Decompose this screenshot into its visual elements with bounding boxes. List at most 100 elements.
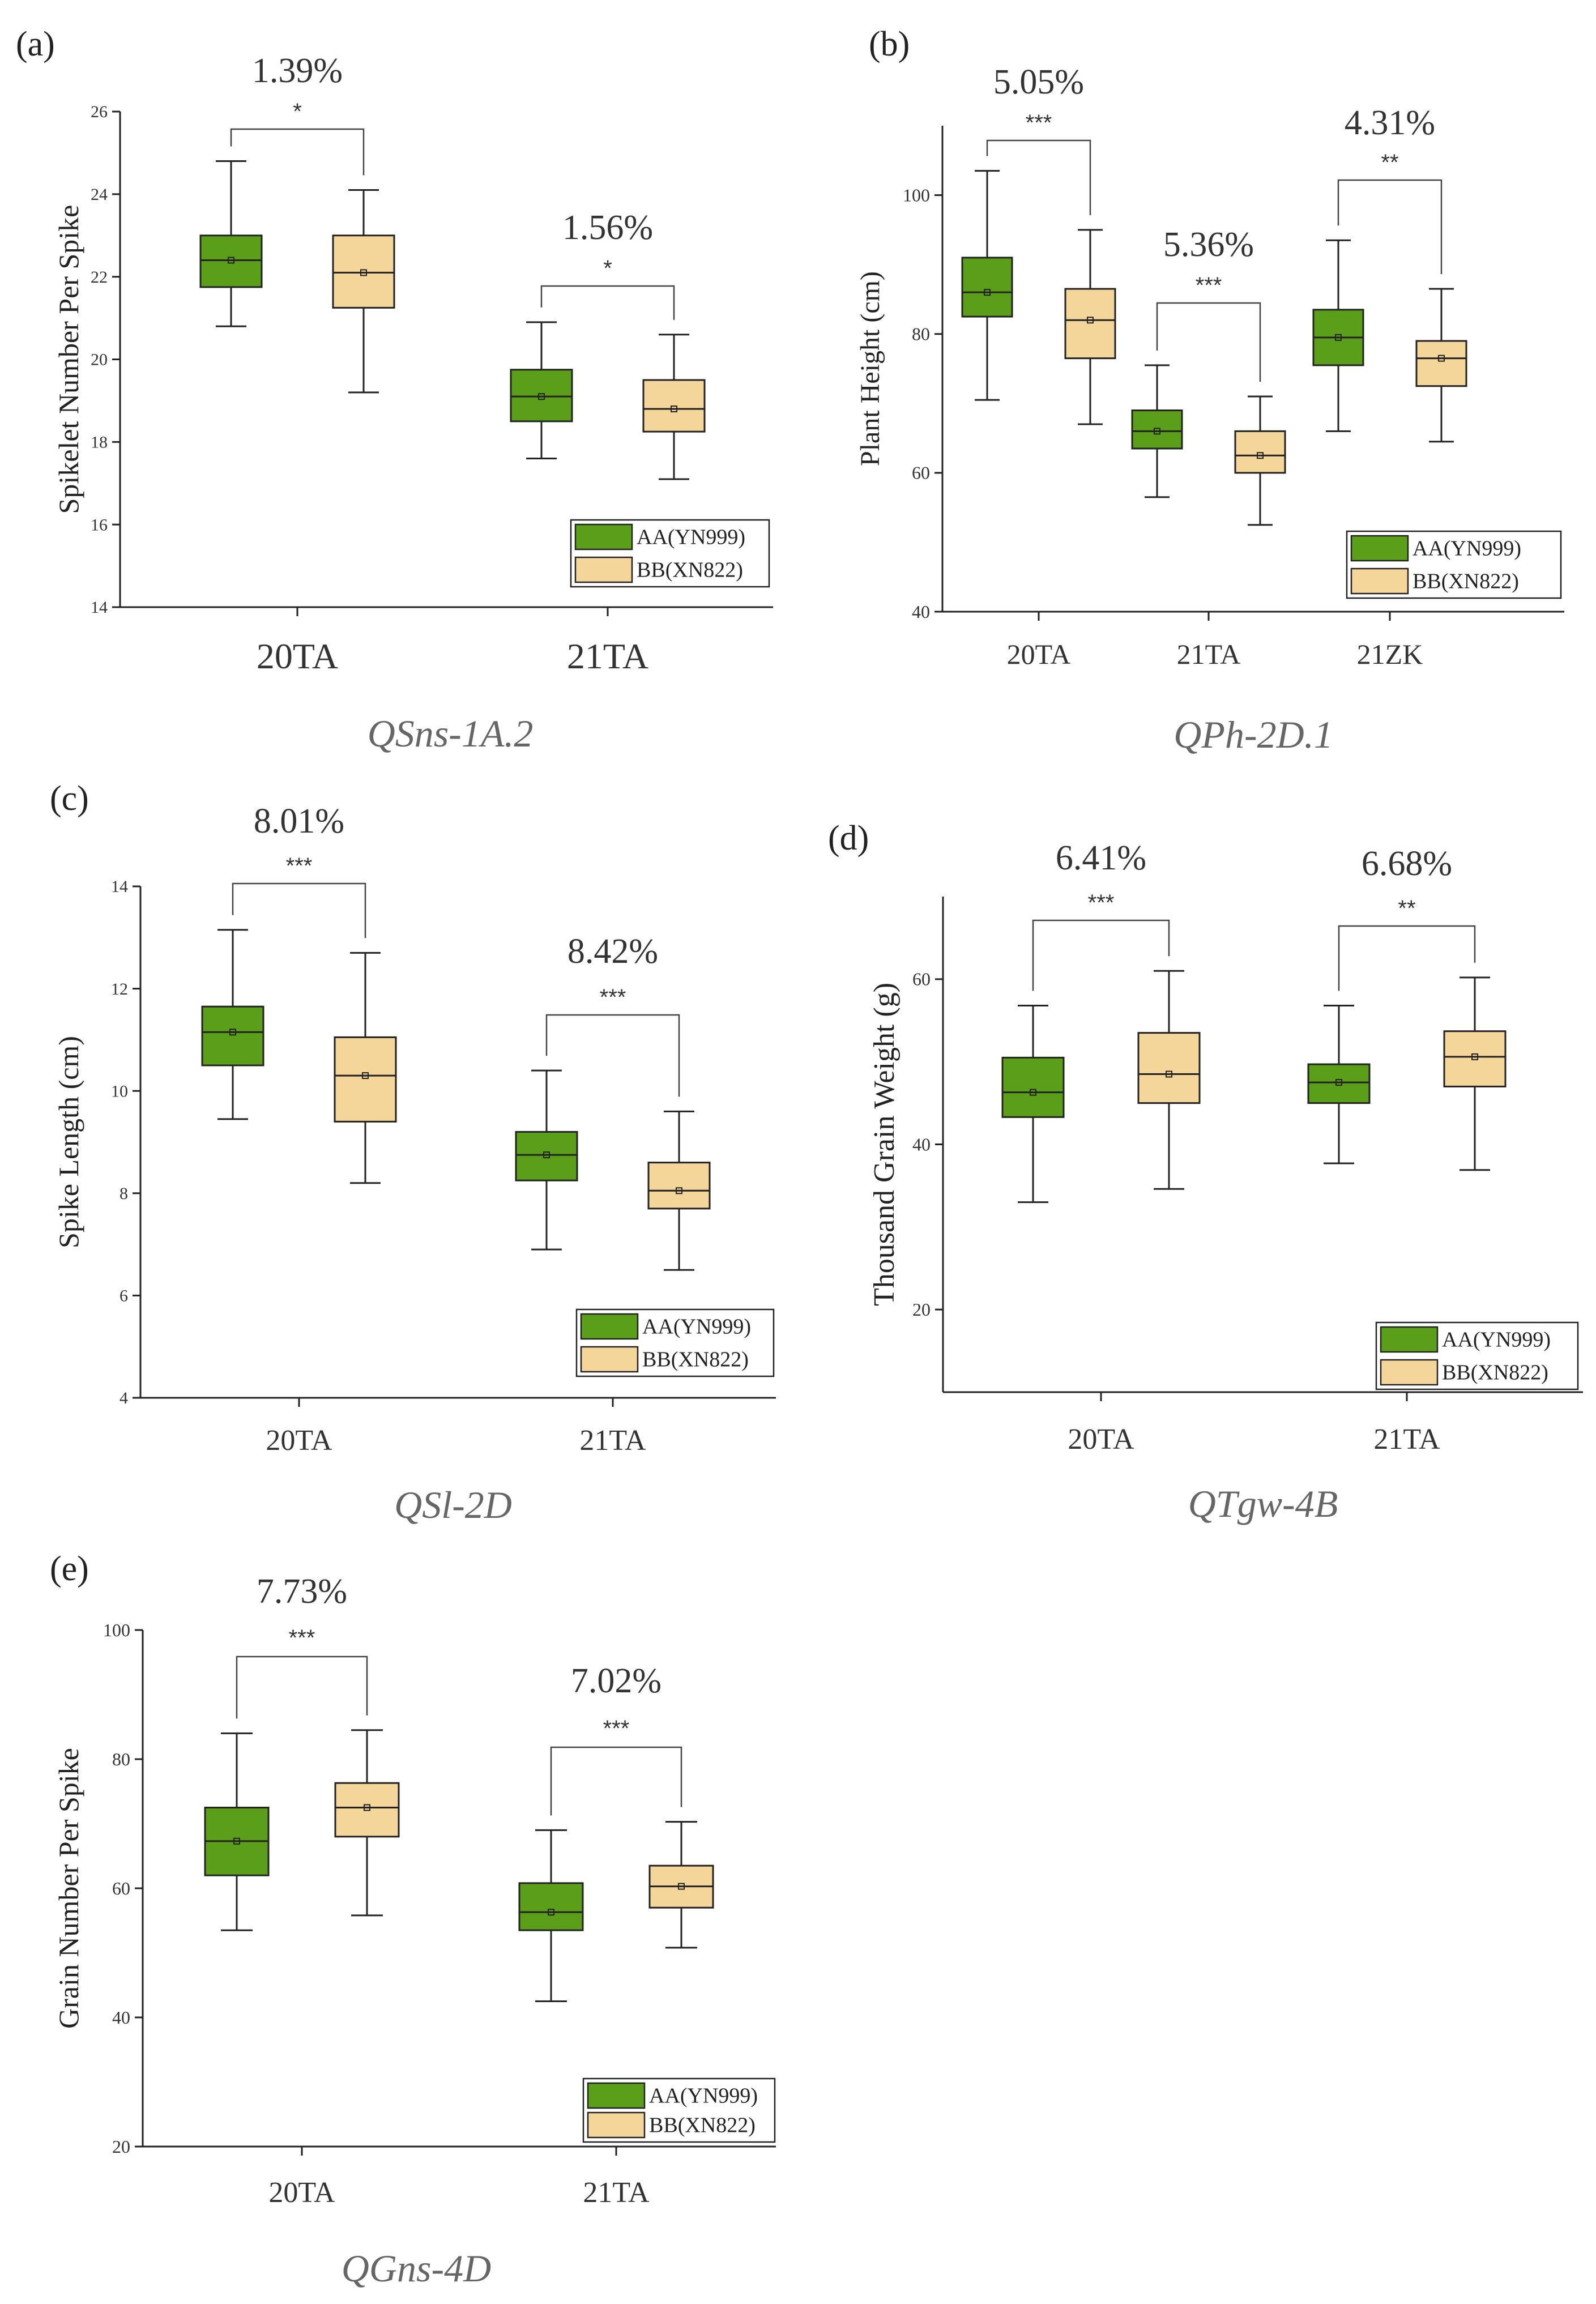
- box-BB-20TA: [334, 952, 397, 1184]
- percent-difference-21TA: 7.02%: [571, 1662, 662, 1700]
- box-BB-21TA: [1234, 395, 1286, 526]
- significance-bracket-21TA: [1338, 925, 1476, 991]
- iqr-box: [334, 1036, 397, 1123]
- legend-label-BB: BB(XN822): [1412, 569, 1519, 593]
- mean-marker: [1030, 1089, 1036, 1096]
- mean-marker: [1335, 334, 1342, 341]
- panel-d: (d) 20 40 60 Thousand Grain Weight (g) 20TA 21…: [828, 819, 1583, 1525]
- x-tick-label-20TA: 20TA: [268, 2177, 335, 2209]
- x-tick-label-21ZK: 21ZK: [1357, 638, 1423, 670]
- legend: AA(YN999) BB(XN822): [582, 2077, 776, 2143]
- legend-swatch-BB: [580, 1346, 639, 1373]
- significance-bracket-21TA: [540, 285, 675, 320]
- mean-marker: [360, 269, 367, 276]
- y-tick-label: 100: [103, 1620, 130, 1640]
- x-tick-label-21TA: 21TA: [583, 2177, 650, 2209]
- legend-swatch-BB: [587, 2111, 646, 2139]
- significance-bracket-20TA: [230, 128, 365, 176]
- y-tick-label: 6: [120, 1287, 128, 1305]
- percent-difference-20TA: 6.41%: [1056, 839, 1146, 877]
- legend-label-AA: AA(YN999): [637, 525, 745, 549]
- legend-swatch-AA: [580, 1313, 639, 1340]
- iqr-box: [510, 369, 573, 423]
- mean-marker: [1154, 428, 1160, 435]
- percent-difference-21TA: 1.56%: [562, 208, 653, 247]
- legend: AA(YN999) BB(XN822): [575, 1308, 775, 1377]
- significance-bracket-20TA: [236, 1656, 368, 1719]
- percent-difference-21ZK: 4.31%: [1345, 104, 1435, 142]
- y-tick-label: 14: [111, 877, 128, 896]
- qtl-caption: QTgw-4B: [1188, 1482, 1338, 1525]
- mean-marker: [678, 1883, 685, 1890]
- legend-label-AA: AA(YN999): [1412, 536, 1521, 560]
- y-tick-label: 14: [91, 598, 108, 617]
- mean-marker: [364, 1804, 370, 1811]
- y-tick-label: 60: [112, 1878, 130, 1898]
- significance-bracket-21TA: [545, 1014, 680, 1097]
- y-tick-label: 40: [912, 601, 930, 622]
- mean-marker: [548, 1909, 554, 1916]
- y-tick-label: 100: [903, 185, 930, 205]
- significance-bracket-21ZK: [1337, 179, 1443, 275]
- legend: AA(YN999) BB(XN822): [570, 519, 770, 588]
- legend-label-BB: BB(XN822): [649, 2113, 756, 2137]
- y-tick-label: 4: [120, 1389, 128, 1407]
- box-BB-21ZK: [1415, 288, 1467, 443]
- significance-bracket-21TA: [550, 1746, 682, 1816]
- percent-difference-20TA: 5.05%: [993, 63, 1084, 101]
- x-tick-label-21TA: 21TA: [567, 636, 648, 676]
- mean-marker: [1257, 452, 1264, 459]
- x-tick-label-20TA: 20TA: [257, 636, 338, 676]
- iqr-box: [518, 1882, 584, 1931]
- box-BB-21TA: [642, 334, 706, 480]
- percent-difference-21TA: 6.68%: [1362, 844, 1452, 883]
- mean-marker: [671, 406, 677, 412]
- panel-c: (c) 4 6 8 10 12 14 Spike Length (cm) 20TA 21TA ***…: [50, 779, 776, 1526]
- legend-label-BB: BB(XN822): [637, 558, 743, 582]
- y-axis-title: Spike Length (cm): [53, 1036, 84, 1248]
- iqr-box: [647, 1162, 711, 1210]
- y-tick-label: 40: [112, 2007, 130, 2028]
- y-tick-label: 20: [912, 1299, 931, 1320]
- x-tick-label-21TA: 21TA: [1373, 1423, 1440, 1456]
- legend-swatch-AA: [587, 2082, 646, 2109]
- box-BB-20TA: [1064, 229, 1116, 425]
- mean-marker: [543, 1151, 550, 1159]
- mean-marker: [228, 257, 234, 264]
- y-tick-label: 22: [91, 268, 108, 287]
- box-AA-20TA: [961, 170, 1013, 401]
- iqr-box: [1307, 1063, 1371, 1104]
- y-tick-label: 60: [912, 969, 931, 989]
- panel-a: (a) 14 16 18 20 22 24 26 Spikelet Number Per Spi…: [16, 25, 773, 755]
- significance-bracket-20TA: [1032, 919, 1170, 991]
- iqr-box: [1001, 1056, 1065, 1118]
- mean-marker: [538, 393, 545, 400]
- y-tick-label: 24: [91, 185, 108, 204]
- legend: AA(YN999) BB(XN822): [1346, 530, 1562, 599]
- y-tick-label: 60: [912, 463, 930, 483]
- mean-marker: [1087, 317, 1094, 324]
- qtl-caption: QSl-2D: [394, 1483, 512, 1526]
- mean-marker: [1438, 355, 1445, 362]
- legend-label-BB: BB(XN822): [642, 1347, 749, 1371]
- iqr-box: [199, 234, 263, 288]
- iqr-box: [1234, 430, 1286, 474]
- box-BB-20TA: [334, 1729, 400, 1917]
- iqr-box: [1064, 288, 1116, 360]
- y-axis-title: Grain Number Per Spike: [53, 1748, 84, 2029]
- box-AA-21TA: [510, 321, 573, 459]
- percent-difference-20TA: 7.73%: [257, 1572, 347, 1611]
- significance-stars-20TA: ***: [1088, 890, 1115, 915]
- mean-marker: [1471, 1053, 1478, 1060]
- mean-marker: [1335, 1079, 1342, 1086]
- box-AA-20TA: [199, 160, 263, 327]
- iqr-box: [1137, 1032, 1201, 1104]
- x-tick-label-20TA: 20TA: [1007, 638, 1071, 670]
- legend-swatch-AA: [574, 523, 633, 551]
- percent-difference-21TA: 8.42%: [567, 932, 658, 971]
- qtl-caption: QGns-4D: [342, 2247, 491, 2290]
- y-tick-label: 26: [91, 103, 108, 121]
- legend-swatch-AA: [1380, 1326, 1439, 1353]
- iqr-box: [1415, 340, 1467, 387]
